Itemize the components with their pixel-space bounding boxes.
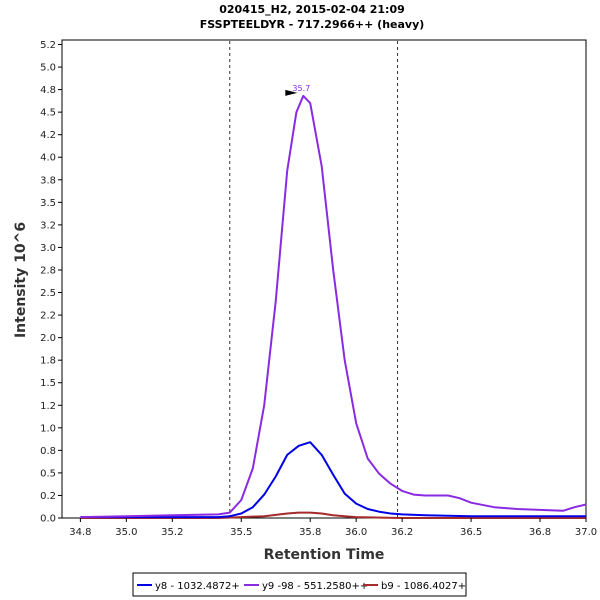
y-tick-label: 3.8 xyxy=(40,175,56,186)
x-axis: 34.8 35.0 35.2 35.5 35.8 36.0 36.2 36.5 36.8 37.0 xyxy=(69,518,597,538)
y-axis-title: Intensity 10^6 xyxy=(13,222,29,338)
legend: y8 - 1032.4872+ y9 -98 - 551.2580++ b9 -… xyxy=(132,572,467,597)
y-tick-label: 3.5 xyxy=(40,198,56,209)
y-tick-label: 4.0 xyxy=(40,153,56,164)
peak-annotation: 35.7 xyxy=(285,84,310,96)
x-tick-label: 35.8 xyxy=(299,527,321,538)
y-tick-label: 3.0 xyxy=(40,243,56,254)
y-tick-label: 2.8 xyxy=(40,265,56,276)
x-tick-label: 36.2 xyxy=(391,527,413,538)
y-tick-label: 4.5 xyxy=(40,108,56,119)
chart-title: 020415_H2, 2015-02-04 21:09 xyxy=(219,3,405,16)
chart-subtitle: FSSPTEELDYR - 717.2966++ (heavy) xyxy=(200,18,425,31)
legend-label-b9: b9 - 1086.4027+ xyxy=(381,581,466,592)
y-tick-label: 1.0 xyxy=(40,423,56,434)
y-tick-label: 0.0 xyxy=(40,514,56,525)
x-axis-title: Retention Time xyxy=(264,547,385,563)
series-layer xyxy=(80,94,587,519)
legend-label-y9: y9 -98 - 551.2580++ xyxy=(262,581,368,592)
y-tick-label: 0.2 xyxy=(40,491,56,502)
y-tick-label: 2.2 xyxy=(40,311,56,322)
plot-area xyxy=(61,39,587,519)
x-tick-label: 35.5 xyxy=(230,527,252,538)
integration-bounds xyxy=(229,41,399,517)
y-tick-label: 1.2 xyxy=(40,401,56,412)
y-tick-label: 0.5 xyxy=(40,468,56,479)
y-tick-label: 5.0 xyxy=(40,63,56,74)
legend-label-y8: y8 - 1032.4872+ xyxy=(155,581,240,592)
y-tick-label: 1.5 xyxy=(40,378,56,389)
x-tick-label: 34.8 xyxy=(69,527,91,538)
legend-box xyxy=(132,572,467,597)
x-tick-label: 36.8 xyxy=(529,527,551,538)
y-tick-label: 1.8 xyxy=(40,356,56,367)
x-tick-label: 36.5 xyxy=(460,527,482,538)
peak-label: 35.7 xyxy=(292,84,310,93)
y-tick-label: 3.2 xyxy=(40,220,56,231)
y-tick-label: 2.0 xyxy=(40,333,56,344)
series-line-y9 xyxy=(80,94,587,519)
x-tick-label: 35.2 xyxy=(161,527,183,538)
series-line-y8 xyxy=(80,441,586,519)
x-tick-label: 36.0 xyxy=(345,527,367,538)
y-axis: 0.0 0.2 0.5 0.8 1.0 1.2 1.5 1.8 2.0 2.2 2.5 2.8 3.0 3… xyxy=(40,40,62,525)
x-tick-label: 37.0 xyxy=(575,527,597,538)
peak-marker-arrow xyxy=(285,89,298,96)
series-line-b9 xyxy=(80,511,586,519)
x-tick-label: 35.0 xyxy=(115,527,137,538)
y-tick-label: 4.2 xyxy=(40,130,56,141)
y-tick-label: 4.8 xyxy=(40,85,56,96)
y-tick-label: 0.8 xyxy=(40,446,56,457)
y-tick-label: 2.5 xyxy=(40,288,56,299)
y-tick-label: 5.2 xyxy=(40,40,56,51)
